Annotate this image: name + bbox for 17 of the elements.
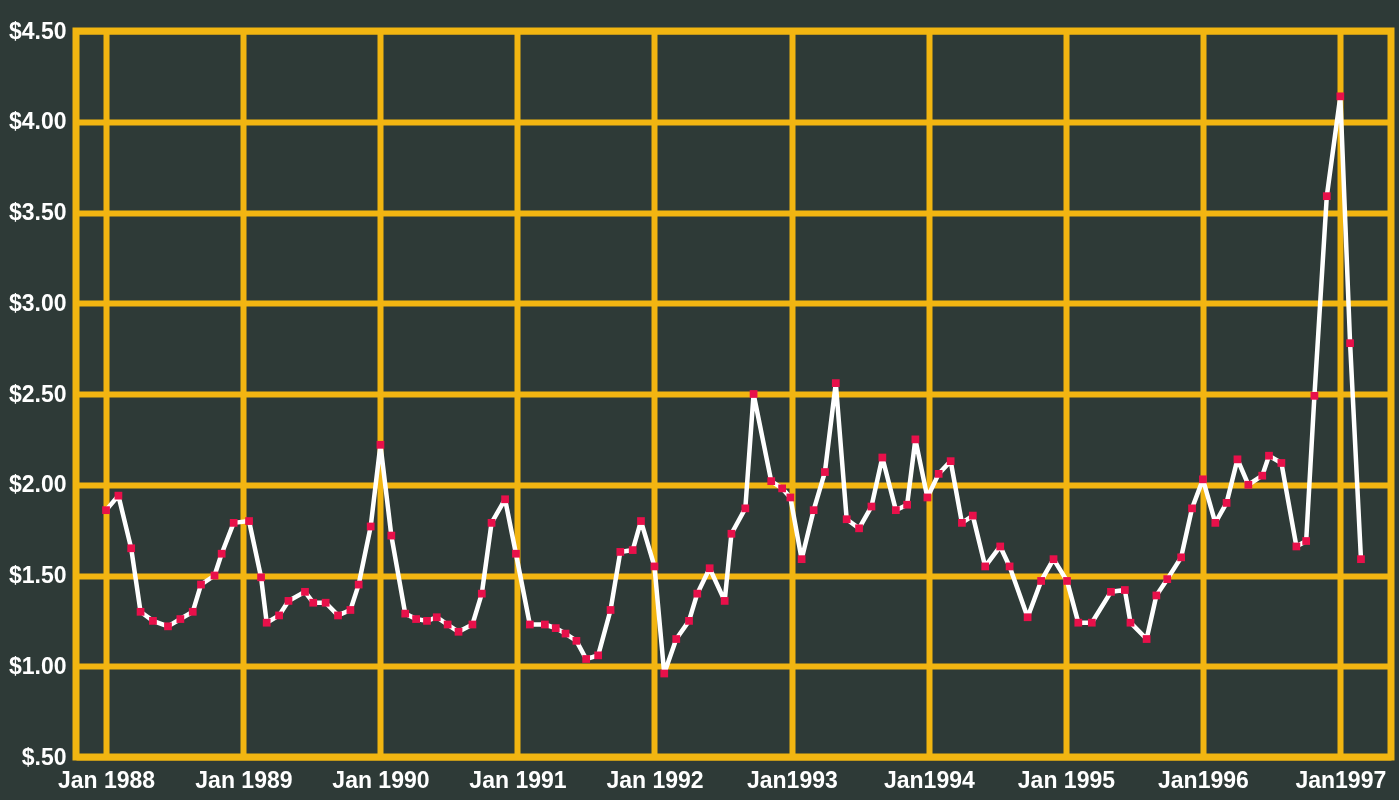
x-tick-label: Jan 1991	[469, 766, 567, 793]
y-tick-label: $1.50	[8, 562, 67, 588]
x-tick-label: Jan1997	[1295, 766, 1387, 793]
y-tick-label: $4.00	[8, 108, 67, 135]
y-tick-label: $1.00	[8, 652, 67, 679]
x-tick-label: Jan1994	[883, 766, 975, 793]
y-tick-label: $2.00	[8, 471, 67, 498]
x-tick-label: Jan1996	[1158, 766, 1249, 793]
x-tick-label: Jan 1990	[332, 766, 430, 793]
x-tick-label: Jan 1995	[1017, 766, 1116, 793]
y-tick-label: $4.50	[8, 17, 67, 44]
y-tick-label: $3.50	[8, 199, 67, 225]
y-tick-label: $3.00	[8, 289, 67, 316]
x-tick-label: Jan 1992	[606, 766, 704, 793]
y-tick-label: $2.50	[8, 380, 67, 407]
x-tick-label: Jan1993	[746, 766, 838, 793]
x-tick-label: Jan 1989	[195, 766, 293, 793]
